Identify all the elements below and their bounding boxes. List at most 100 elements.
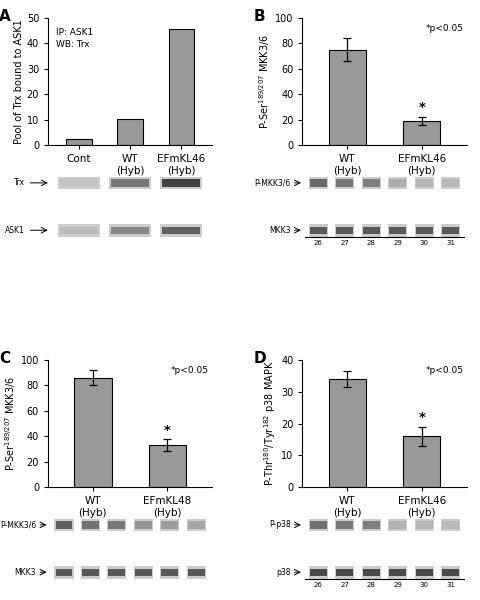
Text: *p<0.05: *p<0.05 xyxy=(424,25,462,34)
Bar xyxy=(60,179,97,187)
Bar xyxy=(415,521,432,529)
Bar xyxy=(415,227,432,234)
Bar xyxy=(109,224,151,236)
Bar xyxy=(335,224,354,236)
Bar xyxy=(160,566,179,578)
Text: ASK1: ASK1 xyxy=(5,226,25,235)
Bar xyxy=(336,521,352,529)
Y-axis label: P-Ser$^{189/207}$ MKK3/6: P-Ser$^{189/207}$ MKK3/6 xyxy=(3,376,18,471)
Bar xyxy=(440,566,459,578)
Text: P-p38: P-p38 xyxy=(268,520,290,529)
Text: B: B xyxy=(252,9,264,24)
Bar xyxy=(82,569,99,576)
Bar xyxy=(387,566,407,578)
Bar xyxy=(58,224,100,236)
Bar xyxy=(162,179,200,187)
Bar xyxy=(362,569,379,576)
Text: Trx: Trx xyxy=(14,178,25,187)
Bar xyxy=(108,569,125,576)
Bar xyxy=(58,176,100,189)
Text: 27: 27 xyxy=(340,583,348,589)
Bar xyxy=(188,569,204,576)
Bar xyxy=(402,121,440,145)
Bar xyxy=(441,569,458,576)
Bar xyxy=(402,436,440,487)
Bar xyxy=(160,224,202,236)
Bar xyxy=(188,521,204,529)
Bar xyxy=(186,566,205,578)
Bar xyxy=(328,379,365,487)
Text: 30: 30 xyxy=(419,241,428,247)
Text: *: * xyxy=(418,101,424,114)
Bar xyxy=(109,176,151,189)
Text: *: * xyxy=(418,411,424,424)
Y-axis label: Pool of Trx bound to ASK1: Pool of Trx bound to ASK1 xyxy=(14,19,24,144)
Bar xyxy=(82,521,99,529)
Bar xyxy=(440,224,459,236)
Text: 31: 31 xyxy=(445,241,454,247)
Text: 26: 26 xyxy=(313,241,322,247)
Text: P-MKK3/6: P-MKK3/6 xyxy=(254,178,290,187)
Bar xyxy=(111,179,149,187)
Bar xyxy=(309,227,326,234)
Text: 29: 29 xyxy=(393,583,401,589)
Bar xyxy=(134,569,152,576)
Bar xyxy=(441,521,458,529)
Text: P-MKK3/6: P-MKK3/6 xyxy=(0,520,36,529)
Bar xyxy=(362,521,379,529)
Bar xyxy=(308,176,327,189)
Bar xyxy=(440,176,459,189)
Bar xyxy=(60,227,97,234)
Bar xyxy=(81,566,100,578)
Text: C: C xyxy=(0,351,10,366)
Bar xyxy=(309,521,326,529)
Bar xyxy=(160,176,202,189)
Bar xyxy=(414,224,433,236)
Bar xyxy=(134,521,152,529)
Bar xyxy=(441,227,458,234)
Text: p38: p38 xyxy=(276,568,290,577)
Bar xyxy=(441,179,458,187)
Bar xyxy=(361,176,380,189)
Bar xyxy=(66,139,92,145)
Bar xyxy=(335,518,354,531)
Bar xyxy=(107,566,126,578)
Bar xyxy=(388,521,406,529)
Text: 31: 31 xyxy=(445,583,454,589)
Bar xyxy=(361,518,380,531)
Bar xyxy=(117,119,143,145)
Bar xyxy=(148,445,186,487)
Bar xyxy=(415,569,432,576)
Bar xyxy=(161,569,178,576)
Bar xyxy=(414,518,433,531)
Text: 27: 27 xyxy=(340,241,348,247)
Bar xyxy=(361,566,380,578)
Bar xyxy=(54,566,73,578)
Bar xyxy=(160,518,179,531)
Bar xyxy=(107,518,126,531)
Bar xyxy=(388,179,406,187)
Bar xyxy=(387,224,407,236)
Bar xyxy=(336,227,352,234)
Text: MKK3: MKK3 xyxy=(15,568,36,577)
Bar xyxy=(388,569,406,576)
Bar xyxy=(309,179,326,187)
Bar xyxy=(415,179,432,187)
Bar xyxy=(168,29,194,145)
Bar xyxy=(108,521,125,529)
Text: 26: 26 xyxy=(313,583,322,589)
Text: *: * xyxy=(164,424,170,437)
Bar xyxy=(440,518,459,531)
Bar xyxy=(162,227,200,234)
Bar xyxy=(308,566,327,578)
Bar xyxy=(74,378,111,487)
Text: A: A xyxy=(0,9,11,24)
Text: D: D xyxy=(252,351,265,366)
Bar xyxy=(308,224,327,236)
Bar xyxy=(335,176,354,189)
Bar xyxy=(55,521,72,529)
Bar xyxy=(387,176,407,189)
Bar xyxy=(387,518,407,531)
Bar xyxy=(362,179,379,187)
Bar xyxy=(328,50,365,145)
